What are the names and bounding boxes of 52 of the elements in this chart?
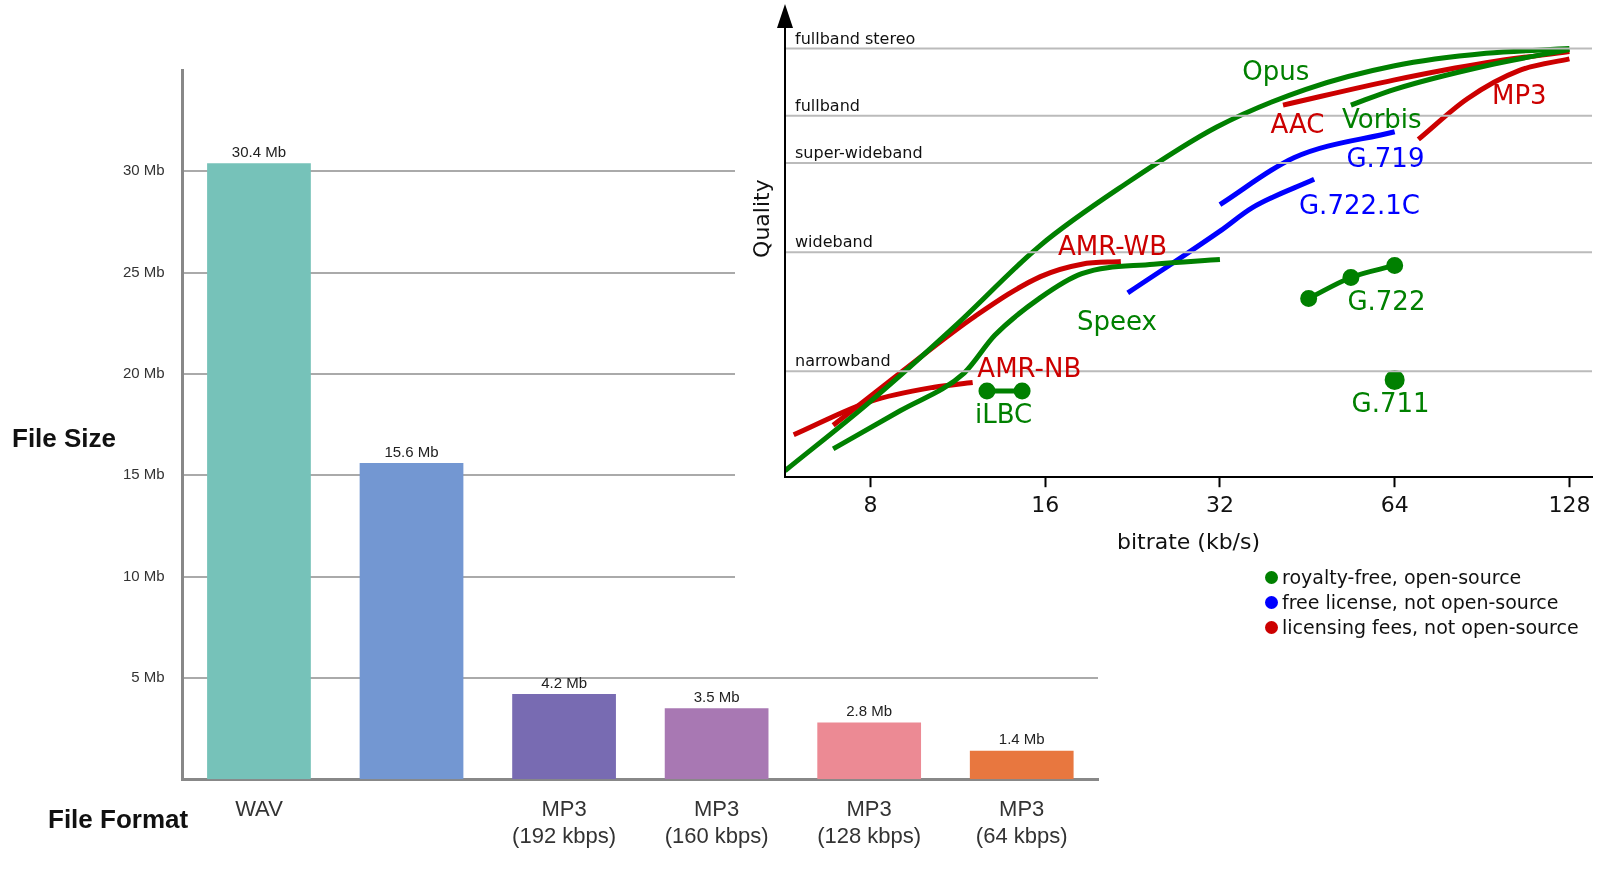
series-label: AAC xyxy=(1270,108,1325,139)
y-axis-title: Quality xyxy=(748,179,774,258)
series-label: AMR-NB xyxy=(977,352,1082,383)
bar xyxy=(359,463,464,780)
x-tick-label: MP3 (160 kbps) xyxy=(664,796,769,848)
x-tick-label: 64 xyxy=(1380,492,1409,518)
y-tick-label: 15 Mb xyxy=(122,465,165,483)
bar xyxy=(969,750,1074,780)
y-tick-label: 20 Mb xyxy=(122,364,165,382)
series-label: G.711 xyxy=(1351,388,1430,419)
series-label: Opus xyxy=(1242,56,1310,87)
y-tick-label: 25 Mb xyxy=(122,262,165,280)
bar xyxy=(207,163,311,780)
text: licensing fees, not open-source xyxy=(1282,615,1579,640)
ref-line-label: wideband xyxy=(795,232,873,252)
data-label: 4.2 Mb xyxy=(541,673,587,691)
x-tick-label: MP3 (128 kbps) xyxy=(817,796,922,848)
series-label: iLBC xyxy=(974,398,1033,429)
y-tick-label: 30 Mb xyxy=(122,161,165,179)
series-label: G.722.1C xyxy=(1298,189,1420,220)
x-tick-label: MP3 (64 kbps) xyxy=(975,796,1068,848)
x-tick-label: WAV xyxy=(235,796,284,822)
series-label: G.722 xyxy=(1347,286,1426,317)
ref-line-label: fullband xyxy=(795,96,860,116)
ref-line-label: narrowband xyxy=(795,351,891,371)
bar xyxy=(664,708,769,780)
series-label: Vorbis xyxy=(1341,104,1422,135)
series-label: MP3 xyxy=(1491,79,1547,110)
series-label: Speex xyxy=(1076,306,1157,337)
series-label: AMR-WB xyxy=(1058,230,1168,261)
y-axis-title: File Size xyxy=(12,422,117,453)
y-tick-label: 5 Mb xyxy=(131,668,165,686)
data-label: 3.5 Mb xyxy=(693,687,740,705)
bar xyxy=(512,694,616,780)
data-label: 1.4 Mb xyxy=(998,730,1045,748)
ref-line-label: fullband stereo xyxy=(795,28,916,48)
x-tick-label: 8 xyxy=(863,492,878,518)
x-tick-label: 128 xyxy=(1548,492,1591,518)
text: free license, not open-source xyxy=(1282,590,1559,615)
data-label: 15.6 Mb xyxy=(384,442,439,460)
x-tick-label: 16 xyxy=(1031,492,1060,518)
y-tick-label: 10 Mb xyxy=(122,566,165,584)
x-axis-title: bitrate (kb/s) xyxy=(1116,528,1261,554)
x-axis-title: File Format xyxy=(48,804,189,835)
data-label: 2.8 Mb xyxy=(846,702,893,720)
ref-line-label: super-wideband xyxy=(795,143,923,163)
series-label: G.719 xyxy=(1346,143,1425,174)
bar xyxy=(817,722,922,780)
text: royalty-free, open-source xyxy=(1282,565,1522,590)
x-tick-label: 32 xyxy=(1205,492,1234,518)
x-tick-label: MP3 (192 kbps) xyxy=(512,796,617,848)
data-label: 30.4 Mb xyxy=(231,142,287,160)
